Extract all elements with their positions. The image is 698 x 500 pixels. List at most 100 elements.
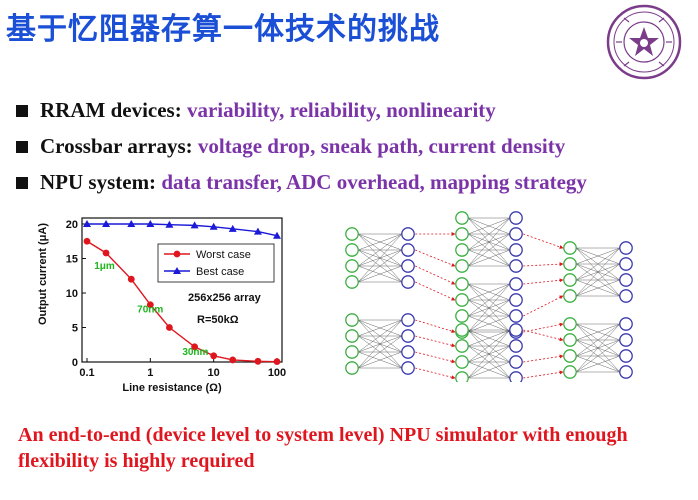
synapse-edge bbox=[358, 335, 402, 369]
series-line-worst-case bbox=[86, 240, 278, 363]
legend-label-worst: Worst case bbox=[196, 249, 251, 261]
synapse-edge bbox=[576, 247, 620, 265]
synapse-edge bbox=[576, 339, 620, 373]
synapse-edge bbox=[468, 329, 510, 363]
output-neuron bbox=[619, 289, 633, 303]
series-line-best-case bbox=[87, 223, 278, 237]
synapse-edge bbox=[358, 265, 402, 283]
data-point bbox=[191, 343, 199, 351]
input-neuron bbox=[455, 323, 469, 337]
data-transfer-arrow bbox=[523, 233, 564, 249]
challenge-list: RRAM devices: variability, reliability, … bbox=[16, 92, 696, 200]
data-point bbox=[190, 221, 199, 229]
output-current-chart: Output current (μA) Line resistance (Ω) … bbox=[37, 217, 286, 394]
synapse-edge bbox=[468, 329, 510, 379]
input-neuron bbox=[345, 259, 359, 273]
data-transfer-arrow bbox=[523, 329, 564, 342]
y-tick-label: 10 bbox=[66, 288, 78, 300]
bullet-detail: data transfer, ADC overhead, mapping str… bbox=[161, 170, 587, 194]
output-neuron bbox=[619, 317, 633, 331]
data-point bbox=[102, 249, 110, 257]
output-neuron bbox=[509, 259, 523, 273]
synapse-edge bbox=[468, 299, 510, 333]
output-neuron bbox=[401, 329, 415, 343]
synapse-edge bbox=[358, 233, 402, 267]
synapse-edge bbox=[576, 247, 620, 281]
y-tick-label: 15 bbox=[66, 254, 78, 266]
input-neuron bbox=[563, 317, 577, 331]
bullet-square-icon bbox=[16, 140, 28, 153]
conclusion-text: An end-to-end (device level to system le… bbox=[18, 424, 628, 472]
input-neuron bbox=[345, 275, 359, 289]
data-point bbox=[102, 220, 111, 227]
input-neuron bbox=[455, 355, 469, 369]
output-neuron bbox=[401, 361, 415, 375]
synapse-edge bbox=[576, 355, 620, 373]
output-neuron bbox=[619, 257, 633, 271]
chart-legend: Worst case Best case bbox=[157, 243, 275, 283]
synapse-edge bbox=[576, 279, 620, 297]
synapse-edge bbox=[468, 315, 510, 333]
synapse-edge bbox=[468, 283, 510, 333]
output-neuron bbox=[509, 277, 523, 291]
synapse-edge bbox=[468, 233, 510, 267]
x-tick-label: 100 bbox=[268, 367, 286, 379]
data-point bbox=[83, 237, 91, 245]
synapse-edge bbox=[358, 319, 402, 353]
data-point bbox=[127, 220, 136, 227]
input-neuron bbox=[345, 361, 359, 375]
output-neuron bbox=[401, 313, 415, 327]
synapse-edge bbox=[468, 345, 510, 379]
output-neuron bbox=[509, 309, 523, 323]
output-neuron bbox=[509, 293, 523, 307]
input-neuron bbox=[563, 349, 577, 363]
output-neuron bbox=[509, 211, 523, 225]
input-neuron bbox=[455, 371, 469, 382]
synapse-edge bbox=[468, 217, 510, 267]
output-neuron bbox=[401, 259, 415, 273]
y-axis-label: Output current (μA) bbox=[37, 223, 49, 325]
x-axis-label: Line resistance (Ω) bbox=[122, 382, 222, 394]
bullet-square-icon bbox=[16, 104, 28, 117]
input-neuron bbox=[563, 365, 577, 379]
data-transfer-arrow bbox=[415, 335, 456, 348]
output-neuron bbox=[509, 355, 523, 369]
output-neuron bbox=[619, 349, 633, 363]
synapse-edge bbox=[358, 319, 402, 369]
input-neuron bbox=[345, 313, 359, 327]
y-tick-label: 20 bbox=[66, 219, 78, 231]
data-transfer-arrow bbox=[415, 367, 456, 380]
synapse-edge bbox=[576, 323, 620, 357]
synapse-edge bbox=[358, 233, 402, 251]
output-neuron bbox=[509, 371, 523, 382]
output-neuron bbox=[619, 273, 633, 287]
x-tick-label: 10 bbox=[208, 367, 220, 379]
y-tick-label: 0 bbox=[72, 357, 78, 369]
node-size-annotation: 70nm bbox=[137, 304, 163, 315]
output-neuron bbox=[509, 323, 523, 337]
data-transfer-arrow bbox=[523, 370, 564, 379]
data-transfer-arrow bbox=[523, 354, 564, 363]
data-transfer-arrow bbox=[415, 351, 456, 364]
output-neuron bbox=[619, 333, 633, 347]
legend-marker-best bbox=[173, 267, 181, 274]
data-point bbox=[210, 352, 218, 360]
input-neuron bbox=[455, 211, 469, 225]
input-neuron bbox=[455, 309, 469, 323]
legend-box bbox=[157, 243, 275, 283]
synapse-edge bbox=[468, 283, 510, 301]
data-transfer-arrow bbox=[523, 278, 564, 285]
synapse-edge bbox=[468, 329, 510, 347]
data-point bbox=[253, 227, 262, 235]
node-size-annotation: 30nm bbox=[182, 347, 208, 358]
resistance-annotation: R=50kΩ bbox=[197, 314, 239, 326]
data-point bbox=[165, 220, 174, 228]
input-neuron bbox=[563, 241, 577, 255]
data-transfer-arrow bbox=[415, 281, 456, 301]
output-neuron bbox=[509, 339, 523, 353]
data-point bbox=[209, 222, 218, 230]
data-point bbox=[273, 358, 281, 366]
synapse-edge bbox=[468, 283, 510, 317]
neural-network-diagram bbox=[345, 211, 633, 382]
synapse-edge bbox=[468, 249, 510, 267]
